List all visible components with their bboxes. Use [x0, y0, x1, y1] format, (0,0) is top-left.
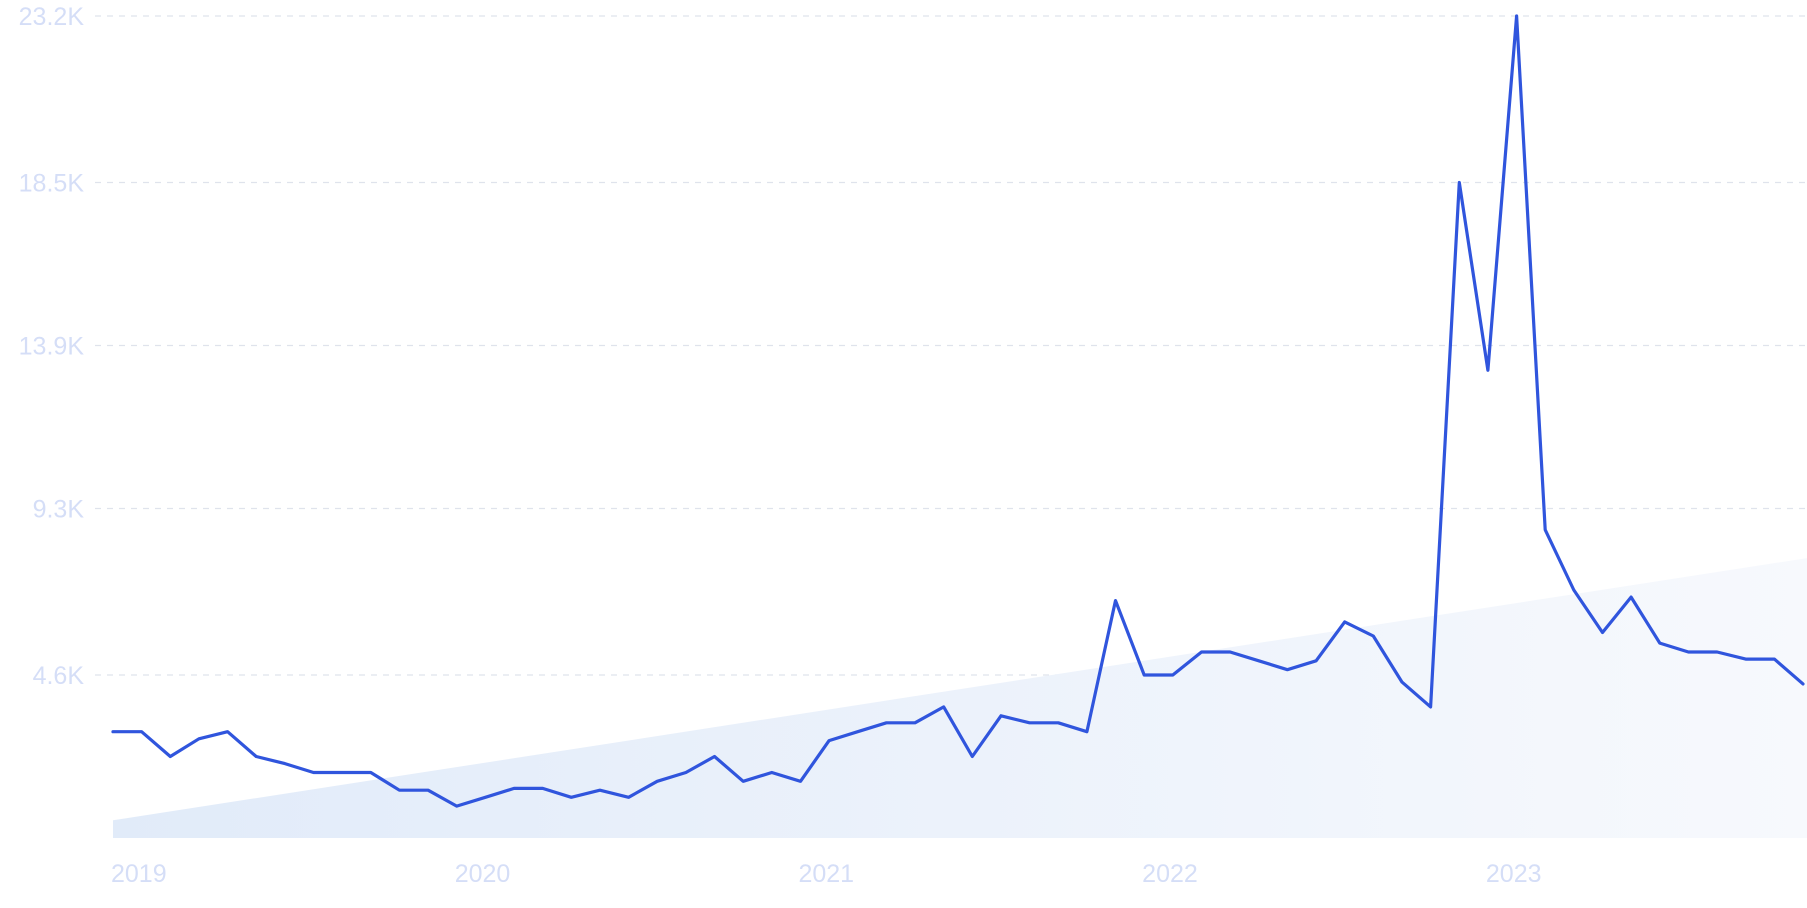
y-tick-label: 23.2K [19, 3, 85, 31]
y-tick-label: 9.3K [33, 495, 85, 523]
series-line-0 [111, 14, 1805, 808]
x-axis-ticks: 2019 2020 2021 2022 2023 [111, 860, 1542, 888]
y-tick-label: 18.5K [19, 170, 85, 198]
y-tick-label: 4.6K [33, 662, 85, 690]
series-line [111, 14, 1805, 808]
trend-area [113, 558, 1807, 838]
y-tick-label: 13.9K [19, 333, 85, 361]
gridlines [95, 15, 1807, 676]
x-tick-label: 2019 [111, 860, 167, 888]
x-tick-label: 2023 [1486, 860, 1542, 888]
x-tick-label: 2021 [798, 860, 854, 888]
trend-area-shape [113, 558, 1807, 838]
x-tick-label: 2020 [455, 860, 511, 888]
x-tick-label: 2022 [1142, 860, 1198, 888]
y-axis-ticks: 4.6K 9.3K 13.9K 18.5K 23.2K [19, 3, 85, 690]
